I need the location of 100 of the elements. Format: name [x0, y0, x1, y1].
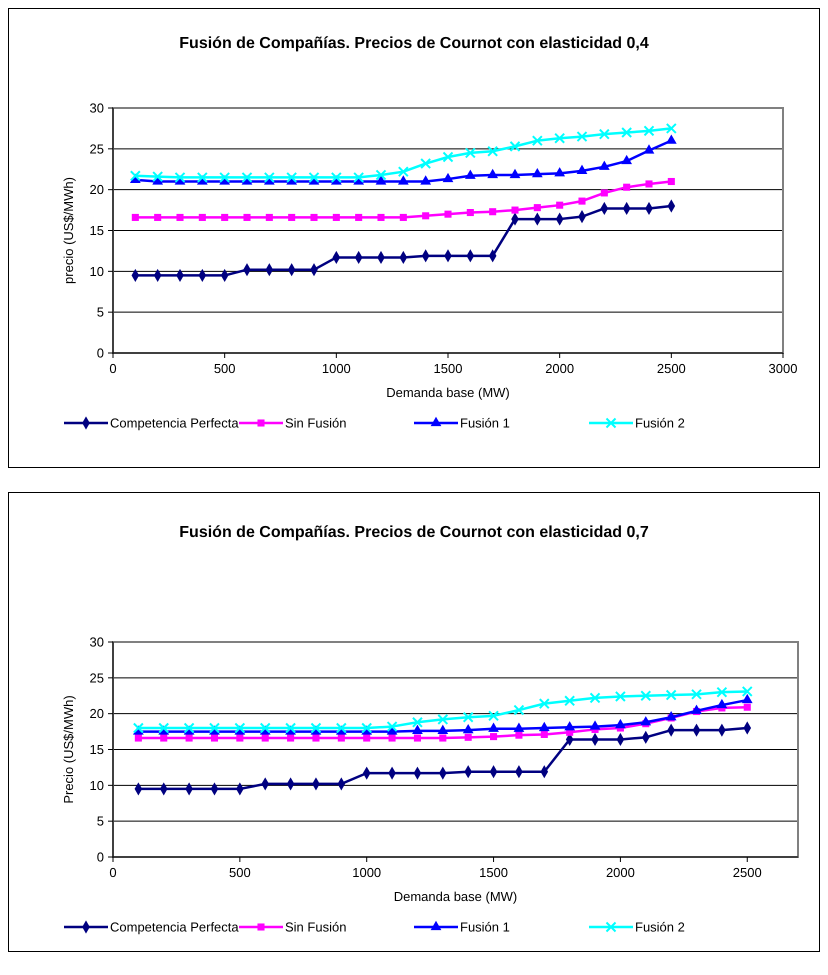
point	[691, 704, 702, 714]
point	[375, 169, 387, 180]
y-tick-label: 5	[96, 304, 104, 320]
x-tick-label: 2000	[606, 865, 635, 880]
y-tick-label: 20	[90, 182, 104, 198]
y-tick-label: 0	[96, 850, 104, 865]
y-tick-label: 5	[96, 814, 104, 829]
point	[534, 204, 541, 212]
point	[487, 168, 498, 178]
point	[556, 202, 564, 209]
point	[174, 172, 186, 183]
point	[196, 172, 208, 183]
legend-label: Sin Fusión	[285, 920, 346, 935]
point	[538, 722, 550, 732]
point	[716, 698, 728, 708]
y-tick-label: 25	[90, 670, 104, 686]
point	[538, 698, 550, 710]
point	[744, 704, 751, 711]
point	[640, 690, 652, 702]
point	[355, 214, 362, 221]
point	[513, 704, 524, 716]
point	[158, 722, 170, 734]
point	[414, 734, 421, 742]
legend-label: Fusión 2	[635, 920, 685, 935]
point	[422, 212, 430, 220]
x-tick-label: 3000	[768, 361, 798, 376]
point	[645, 180, 653, 188]
point	[590, 720, 600, 730]
point	[466, 208, 474, 216]
x-tick-label: 500	[214, 361, 236, 376]
x-tick-label: 500	[229, 865, 251, 880]
point	[509, 140, 521, 152]
point	[578, 198, 586, 205]
point	[716, 686, 728, 698]
point	[241, 172, 253, 183]
point	[487, 146, 498, 157]
point	[532, 135, 543, 146]
x-axis-title: Demanda base (MW)	[394, 889, 518, 904]
point	[310, 722, 322, 734]
y-axis-title: precio (US$/MWh)	[61, 177, 76, 284]
point	[623, 184, 630, 191]
point	[515, 732, 522, 739]
point	[132, 214, 139, 221]
chart-title: Fusión de Compañías. Precios de Cournot con elasticidad 0,4	[179, 35, 649, 52]
point	[666, 711, 677, 720]
y-tick-label: 15	[90, 223, 104, 238]
point	[152, 171, 164, 182]
point	[540, 730, 548, 738]
point	[489, 208, 496, 216]
point	[176, 214, 184, 221]
point	[444, 210, 452, 218]
point	[353, 172, 364, 183]
point	[361, 722, 372, 734]
point	[554, 167, 566, 176]
point	[377, 214, 385, 221]
point	[219, 172, 230, 183]
legend-label: Competencia Perfecta	[110, 920, 240, 935]
point	[386, 721, 398, 732]
point	[260, 722, 271, 734]
point	[412, 724, 423, 734]
point	[336, 722, 347, 734]
y-tick-label: 25	[90, 141, 104, 156]
point	[154, 214, 162, 221]
legend-label: Competencia Perfecta	[110, 416, 240, 431]
point	[488, 710, 500, 722]
point	[439, 734, 446, 742]
point	[621, 154, 632, 164]
point	[464, 734, 472, 741]
point	[488, 722, 499, 732]
point	[236, 734, 244, 742]
point	[376, 175, 386, 185]
point	[511, 206, 519, 214]
y-tick-label: 20	[90, 706, 104, 722]
point	[668, 178, 675, 186]
point	[464, 147, 476, 158]
point	[208, 722, 220, 734]
x-tick-label: 2500	[732, 865, 762, 880]
point	[437, 714, 448, 725]
point	[310, 214, 318, 221]
point	[554, 132, 566, 144]
point	[742, 694, 753, 704]
point	[640, 716, 652, 726]
point	[564, 721, 576, 730]
point	[420, 158, 432, 170]
point	[742, 686, 753, 697]
point	[132, 722, 144, 734]
legend-label: Fusión 1	[460, 920, 510, 935]
point	[287, 734, 294, 742]
point	[338, 734, 345, 742]
point	[644, 144, 654, 154]
point	[691, 688, 702, 700]
point	[288, 214, 296, 221]
point	[600, 189, 608, 196]
point	[490, 733, 498, 740]
x-axis-title: Demanda base (MW)	[386, 385, 510, 400]
point	[130, 170, 141, 182]
x-tick-label: 0	[109, 865, 117, 880]
y-tick-label: 10	[90, 778, 104, 793]
point	[510, 168, 520, 178]
point	[615, 718, 626, 728]
